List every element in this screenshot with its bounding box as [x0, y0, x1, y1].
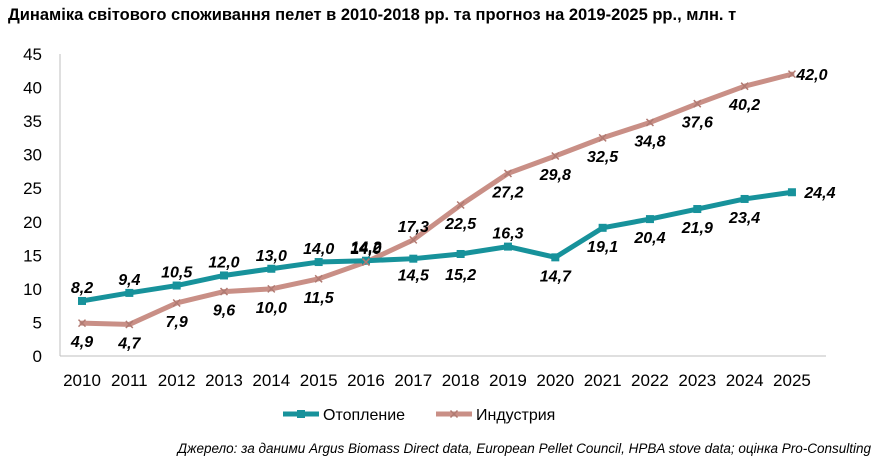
- heating-point: [503, 242, 512, 251]
- x-tick-label: 2012: [158, 371, 196, 390]
- x-tick-label: 2017: [394, 371, 432, 390]
- heating-point: [361, 256, 370, 265]
- industry-point: [314, 274, 323, 283]
- industry-data-label: 11,5: [304, 290, 335, 307]
- y-tick-label: 40: [23, 79, 42, 98]
- industry-data-label: 32,5: [587, 149, 619, 166]
- legend-industry-marker: [449, 409, 459, 419]
- industry-data-label: 40,2: [728, 97, 760, 114]
- x-tick-label: 2019: [489, 371, 527, 390]
- heating-point: [125, 288, 134, 297]
- x-tick-label: 2016: [347, 371, 385, 390]
- y-tick-label: 15: [23, 246, 42, 265]
- heating-point: [267, 264, 276, 273]
- heating-point: [645, 215, 654, 224]
- industry-data-label: 17,3: [398, 219, 429, 236]
- heating-data-label: 14,5: [398, 268, 430, 285]
- y-tick-label: 10: [23, 280, 42, 299]
- industry-data-label: 10,0: [256, 300, 287, 317]
- y-tick-label: 25: [23, 179, 42, 198]
- x-tick-label: 2021: [584, 371, 622, 390]
- industry-point: [598, 133, 607, 142]
- industry-point: [77, 319, 87, 328]
- industry-point: [456, 200, 465, 210]
- heating-data-label: 23,4: [728, 210, 760, 227]
- legend-industry-label: Индустрия: [476, 407, 555, 424]
- x-tick-label: 2011: [111, 371, 148, 390]
- x-tick-label: 2024: [726, 371, 764, 390]
- industry-point: [361, 258, 371, 267]
- industry-data-label: 14,0: [350, 241, 381, 258]
- chart-title: Динаміка світового споживання пелет в 20…: [8, 6, 737, 24]
- heating-data-label: 9,4: [118, 272, 140, 289]
- heating-data-label: 14,0: [303, 241, 334, 258]
- y-tick-label: 0: [33, 347, 42, 366]
- y-tick-label: 35: [23, 112, 42, 131]
- heating-point: [551, 253, 560, 262]
- heating-data-label: 14,2: [350, 240, 381, 257]
- industry-point: [172, 298, 181, 308]
- industry-point: [645, 118, 654, 127]
- industry-point: [125, 320, 134, 329]
- heating-data-label: 19,1: [587, 239, 618, 256]
- x-tick-label: 2010: [63, 371, 101, 390]
- heating-data-label: 20,4: [633, 230, 665, 247]
- industry-point: [267, 284, 276, 293]
- legend-heating-marker: [297, 410, 305, 418]
- heating-data-label: 12,0: [208, 254, 239, 271]
- industry-point: [219, 287, 229, 296]
- y-tick-label: 30: [23, 146, 42, 165]
- industry-data-label: 34,8: [634, 133, 665, 150]
- industry-point: [503, 169, 513, 178]
- heating-data-label: 16,3: [492, 226, 523, 243]
- industry-data-label: 4,7: [117, 335, 141, 352]
- industry-data-label: 4,9: [70, 334, 93, 351]
- heating-data-label: 24,4: [803, 185, 835, 202]
- heating-point: [172, 281, 181, 290]
- legend-heating-label: Отопление: [323, 407, 405, 424]
- industry-data-label: 7,9: [166, 314, 188, 331]
- x-tick-label: 2020: [536, 371, 574, 390]
- x-tick-label: 2023: [678, 371, 716, 390]
- x-tick-label: 2013: [205, 371, 243, 390]
- industry-data-label: 42,0: [795, 67, 827, 84]
- y-tick-label: 45: [23, 45, 42, 64]
- y-tick-label: 20: [23, 213, 42, 232]
- industry-data-label: 22,5: [444, 216, 477, 233]
- heating-point: [409, 254, 418, 263]
- heating-data-label: 15,2: [445, 267, 476, 284]
- x-tick-label: 2022: [631, 371, 669, 390]
- x-tick-label: 2025: [773, 371, 811, 390]
- industry-point: [787, 70, 796, 79]
- x-tick-label: 2014: [252, 371, 290, 390]
- heating-point: [740, 194, 749, 203]
- heating-data-label: 8,2: [71, 280, 93, 297]
- industry-point: [551, 151, 560, 161]
- heating-point: [456, 249, 465, 258]
- heating-data-label: 21,9: [681, 220, 713, 237]
- y-tick-label: 5: [33, 313, 42, 332]
- heating-data-label: 14,7: [540, 268, 572, 285]
- industry-data-label: 27,2: [491, 184, 523, 201]
- heating-data-label: 13,0: [256, 248, 287, 265]
- heating-point: [693, 205, 702, 214]
- heating-point: [314, 258, 323, 267]
- industry-data-label: 29,8: [539, 167, 571, 184]
- industry-point: [740, 82, 749, 91]
- industry-point: [409, 235, 418, 244]
- heating-point: [219, 271, 228, 280]
- series-line-industry: [79, 71, 795, 327]
- source-note: Джерело: за даними Argus Biomass Direct …: [177, 441, 871, 456]
- industry-point: [693, 99, 702, 108]
- heating-point: [78, 296, 86, 305]
- x-tick-label: 2018: [442, 371, 480, 390]
- series-line-heating: [79, 189, 795, 304]
- industry-data-label: 9,6: [213, 303, 235, 320]
- heating-data-label: 10,5: [161, 265, 193, 282]
- industry-data-label: 37,6: [682, 115, 713, 132]
- x-tick-label: 2015: [300, 371, 338, 390]
- heating-point: [787, 188, 796, 197]
- heating-point: [598, 223, 607, 232]
